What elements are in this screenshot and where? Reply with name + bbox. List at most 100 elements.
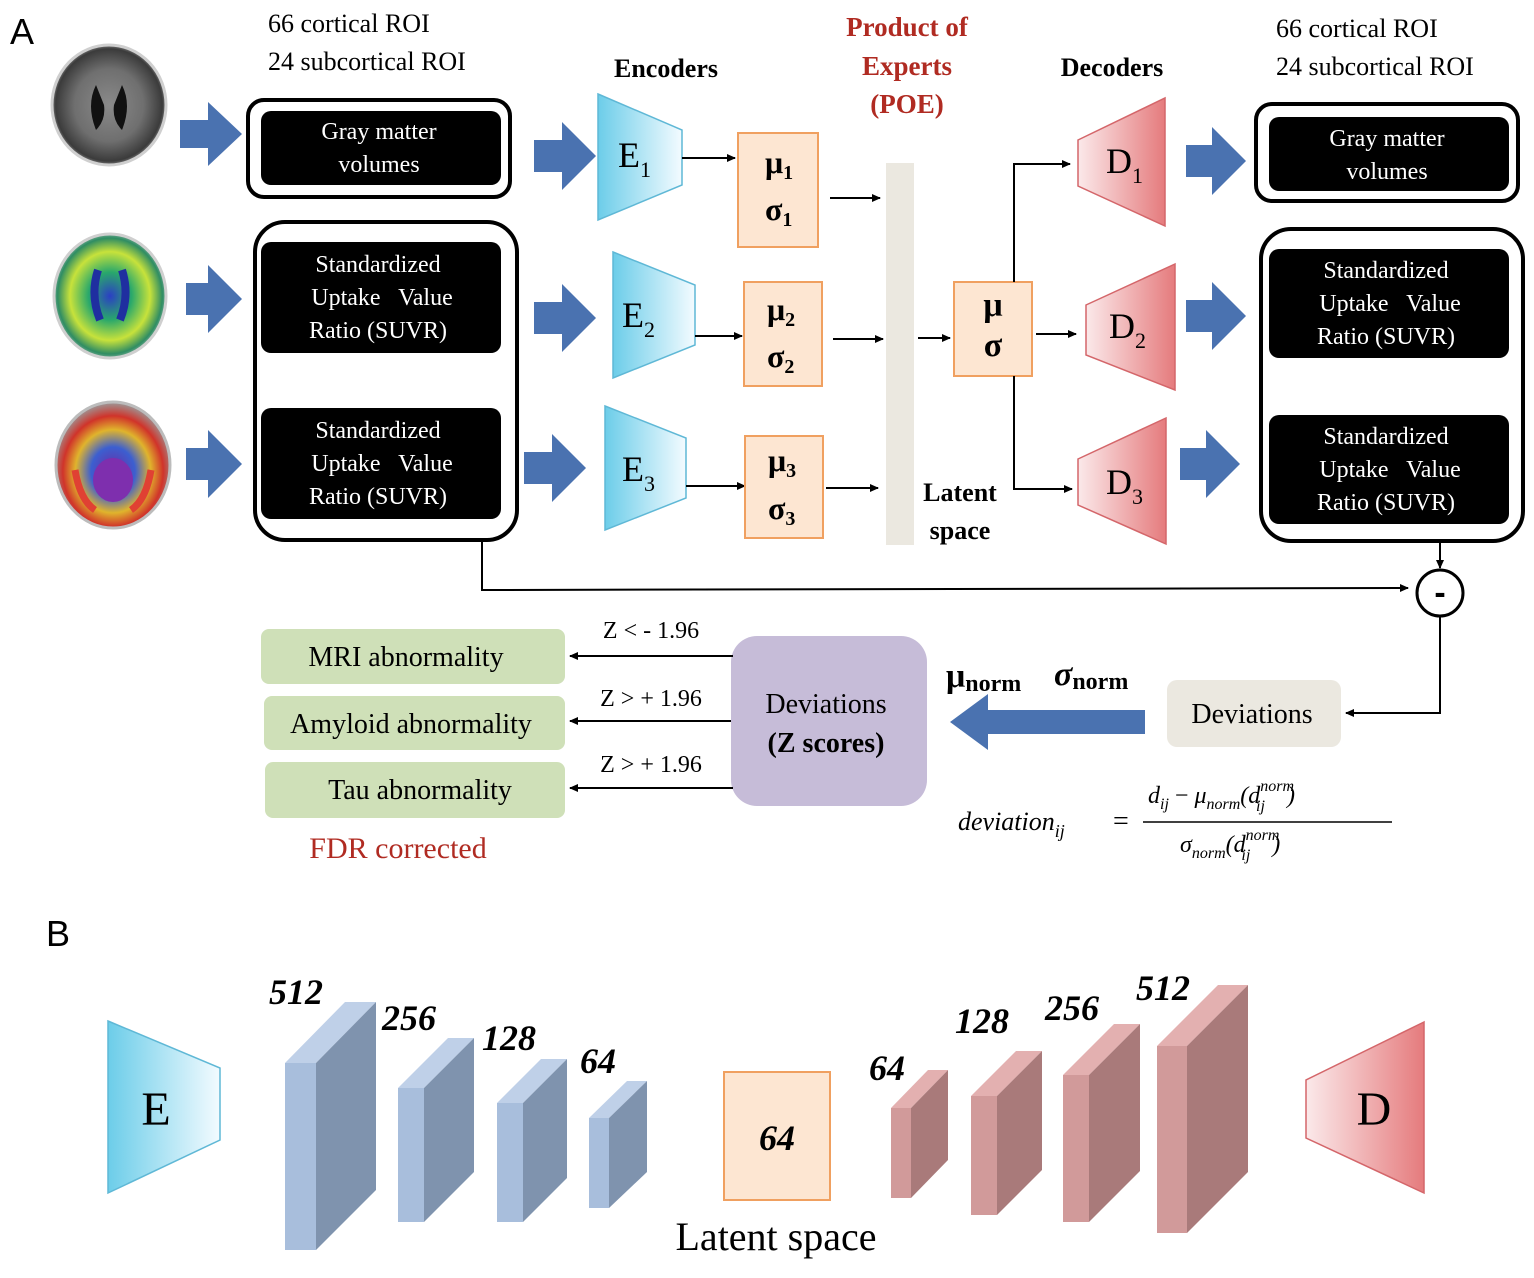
blue-arrow-icon bbox=[1180, 430, 1240, 498]
encoder-layer-512-label: 512 bbox=[269, 972, 323, 1012]
blue-arrow-icon bbox=[534, 284, 596, 352]
output-suvr-1-line-3: Ratio (SUVR) bbox=[1317, 324, 1455, 350]
input-suvr-2-line-3: Ratio (SUVR) bbox=[309, 484, 447, 510]
z-box-line-1: Deviations bbox=[765, 689, 886, 720]
sigma-norm: σnorm bbox=[1054, 656, 1128, 695]
input-box-suvr-amyloid bbox=[261, 242, 501, 353]
deviations-label: Deviations bbox=[1191, 699, 1312, 730]
panel-a-label: A bbox=[10, 11, 34, 52]
decoder-3 bbox=[1077, 416, 1167, 546]
sigma-1: σ1 bbox=[765, 191, 792, 231]
blue-arrow-icon bbox=[1186, 282, 1246, 350]
decoder-layer-256 bbox=[1063, 1024, 1140, 1222]
encoder-layer-512 bbox=[285, 1002, 376, 1250]
poe-title-line-2: Experts bbox=[862, 51, 952, 81]
encoder-layer-128 bbox=[497, 1059, 567, 1222]
joint-sigma: σ bbox=[984, 327, 1003, 364]
input-frame-pet bbox=[253, 220, 519, 542]
poe-title-line-3: (POE) bbox=[870, 89, 944, 119]
input-box-gray-matter-line-2: volumes bbox=[338, 152, 419, 178]
output-box-gray-matter-line-1: Gray matter bbox=[1329, 126, 1444, 152]
joint-musigma-box bbox=[953, 281, 1033, 377]
encoder-layer-256 bbox=[398, 1038, 474, 1222]
z-box-line-2: (Z scores) bbox=[768, 728, 885, 759]
output-suvr-2-line-3: Ratio (SUVR) bbox=[1317, 490, 1455, 516]
input-suvr-1-line-3: Ratio (SUVR) bbox=[309, 318, 447, 344]
input-arrows bbox=[180, 102, 1246, 502]
encoder-3 bbox=[604, 404, 687, 532]
input-box-gray-matter-line-1: Gray matter bbox=[321, 119, 436, 145]
mu-3: μ3 bbox=[768, 442, 796, 482]
roi-right-line-1: 66 cortical ROI bbox=[1276, 14, 1438, 43]
decoder-3-label: D3 bbox=[1106, 462, 1143, 509]
decoder-layer-256-label: 256 bbox=[1044, 988, 1099, 1028]
musigma-box-2 bbox=[743, 281, 823, 387]
output-box-suvr-tau bbox=[1269, 415, 1509, 524]
formula-numerator: dij − μnorm(dnorm ij) bbox=[1148, 778, 1295, 815]
panel-b-latent-value: 64 bbox=[759, 1118, 795, 1158]
blue-arrow-icon bbox=[1186, 127, 1246, 195]
input-box-suvr-tau bbox=[261, 408, 501, 519]
z-scores-box bbox=[731, 636, 927, 806]
amyloid-pet-brain-image bbox=[52, 232, 168, 360]
threshold-amyloid: Z > + 1.96 bbox=[600, 686, 702, 712]
minus-sign: - bbox=[1434, 574, 1445, 612]
panel-b-encoder-letter: E bbox=[141, 1083, 170, 1136]
formula-equals: = bbox=[1113, 806, 1129, 837]
minus-operator-icon bbox=[1415, 568, 1465, 618]
output-suvr-1-line-1: Standardized bbox=[1323, 258, 1448, 284]
decoder-layer-64 bbox=[891, 1070, 948, 1198]
arrow-minus-to-deviations bbox=[1345, 617, 1441, 717]
mu-norm: μnorm bbox=[946, 658, 1021, 697]
encoder-1 bbox=[597, 92, 683, 222]
joint-mu: μ bbox=[983, 287, 1002, 324]
encoders-title: Encoders bbox=[614, 54, 718, 83]
input-suvr-1-line-1: Standardized bbox=[315, 252, 440, 278]
deviations-box bbox=[1167, 680, 1341, 747]
decoder-1 bbox=[1077, 96, 1166, 228]
encoder-2 bbox=[612, 250, 696, 380]
panel-b-label: B bbox=[46, 913, 70, 954]
threshold-mri: Z < - 1.96 bbox=[603, 618, 699, 644]
mu-2: μ2 bbox=[767, 291, 795, 331]
arrow-joint-d3 bbox=[1013, 376, 1073, 493]
sigma-3: σ3 bbox=[768, 490, 795, 530]
input-suvr-2-line-2: Uptake Value bbox=[311, 451, 453, 477]
output-box-gray-matter-line-2: volumes bbox=[1346, 159, 1427, 185]
input-suvr-1-line-2: Uptake Value bbox=[311, 285, 453, 311]
encoder-3-label: E3 bbox=[622, 449, 655, 496]
poe-title-line-1: Product of bbox=[846, 12, 969, 42]
input-box-gray-matter bbox=[261, 111, 501, 185]
output-suvr-2-line-1: Standardized bbox=[1323, 424, 1448, 450]
decoder-layer-128-label: 128 bbox=[955, 1001, 1009, 1041]
fdr-corrected-label: FDR corrected bbox=[309, 832, 486, 865]
encoder-2-label: E2 bbox=[622, 295, 655, 342]
roi-right-line-2: 24 subcortical ROI bbox=[1276, 52, 1474, 81]
panel-b-latent-caption: Latent space bbox=[676, 1214, 877, 1259]
decoder-1-label: D1 bbox=[1106, 141, 1143, 188]
roi-left-line-1: 66 cortical ROI bbox=[268, 9, 430, 38]
input-suvr-2-line-1: Standardized bbox=[315, 418, 440, 444]
encoder-layer-256-label: 256 bbox=[381, 998, 436, 1038]
panel-b-latent-box bbox=[723, 1071, 831, 1201]
panel-b-decoder bbox=[1305, 1020, 1425, 1195]
sigma-2: σ2 bbox=[767, 338, 794, 378]
output-suvr-1-line-2: Uptake Value bbox=[1319, 291, 1461, 317]
outcome-tau: Tau abnormality bbox=[328, 775, 512, 806]
decoder-layer-128 bbox=[971, 1051, 1042, 1215]
outcome-box-mri bbox=[261, 629, 565, 684]
mu-1: μ1 bbox=[765, 144, 793, 184]
input-frame-mri bbox=[246, 98, 512, 199]
blue-arrow-icon bbox=[524, 434, 586, 502]
output-box-suvr-amyloid bbox=[1269, 249, 1509, 358]
decoder-layer-512 bbox=[1157, 985, 1248, 1233]
panel-b-decoder-letter: D bbox=[1357, 1083, 1392, 1136]
threshold-tau: Z > + 1.96 bbox=[600, 752, 702, 778]
blue-arrow-icon bbox=[186, 265, 242, 333]
encoder-layer-128-label: 128 bbox=[482, 1018, 536, 1058]
output-box-gray-matter bbox=[1269, 117, 1509, 191]
musigma-box-1 bbox=[737, 132, 819, 248]
encoder-layer-64 bbox=[589, 1081, 647, 1208]
latent-space-label-1: Latent bbox=[923, 478, 997, 507]
